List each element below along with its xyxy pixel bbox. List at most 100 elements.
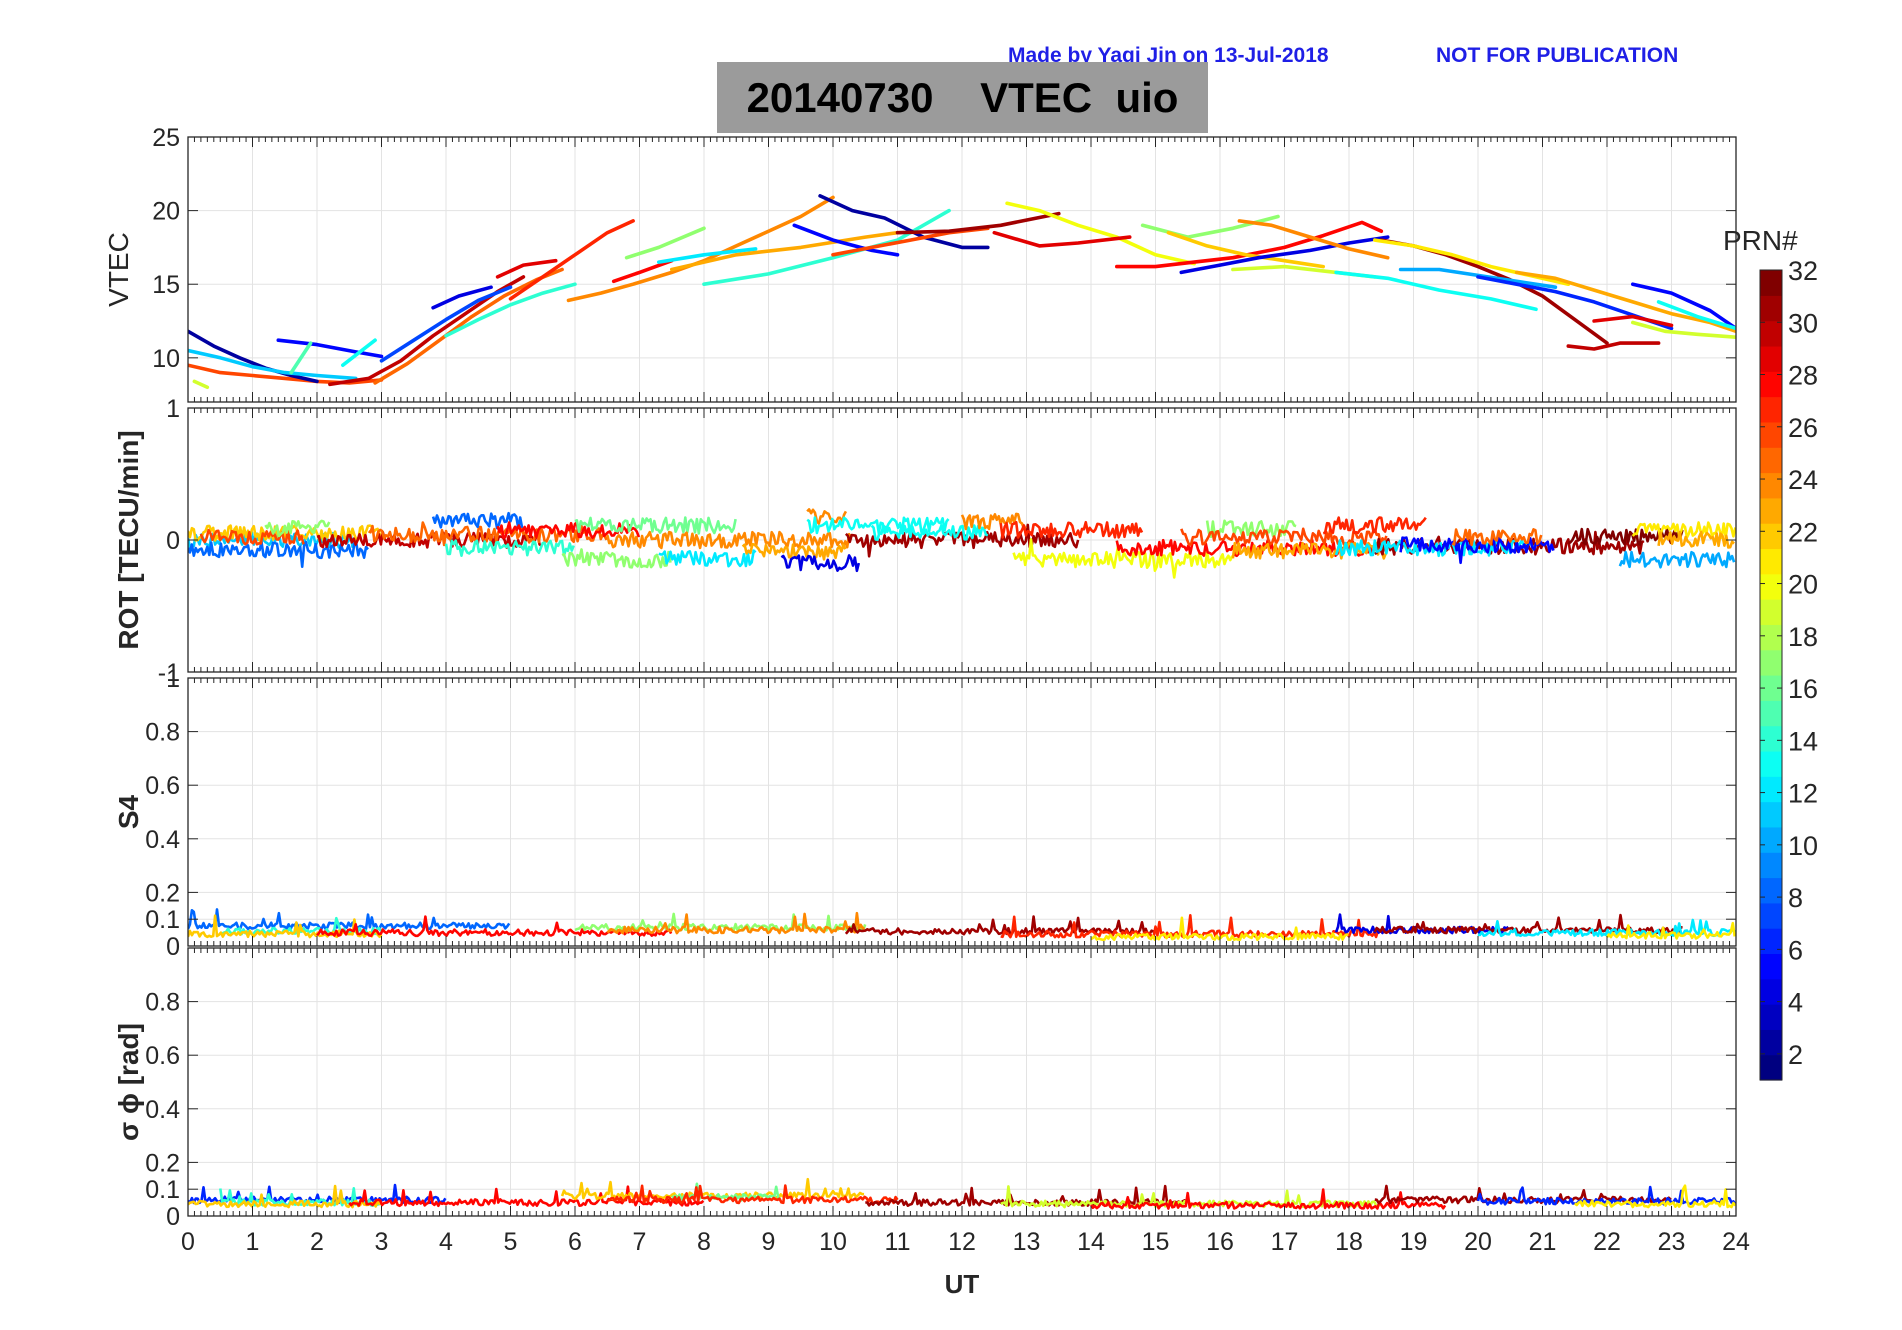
rot-line-prn-28 — [496, 521, 641, 540]
colorbar-swatch — [1760, 270, 1782, 296]
y-tick-label: 0 — [166, 1203, 180, 1231]
colorbar-tick-label: 10 — [1788, 831, 1818, 861]
x-tick-label: 23 — [1658, 1228, 1686, 1256]
x-ticks — [187, 137, 1737, 402]
y-axis-label: VTEC — [103, 232, 134, 307]
s4-line-prn-4 — [1334, 913, 1510, 935]
vtec-line-prn-19 — [192, 379, 210, 390]
colorbar-swatch — [1760, 421, 1782, 448]
sigma_phi-line-prn-28 — [1089, 1188, 1447, 1210]
colorbar-swatch — [1760, 548, 1782, 575]
colorbar-tick-label: 16 — [1788, 674, 1818, 704]
y-tick-label: 15 — [152, 271, 180, 299]
x-tick-label: 0 — [181, 1228, 195, 1256]
x-tick-label: 2 — [310, 1228, 324, 1256]
rot-line-prn-25 — [1451, 528, 1543, 547]
vtec-line-prn-17 — [1140, 214, 1280, 239]
colorbar-swatch — [1760, 371, 1782, 398]
vtec-line-prn-19 — [1631, 320, 1736, 340]
s4-line-prn-8 — [188, 908, 511, 931]
vtec-line-prn-31 — [1379, 238, 1609, 345]
data-series — [188, 1177, 1736, 1210]
x-ticks — [187, 408, 1737, 672]
rot-line-prn-12 — [658, 549, 757, 568]
x-tick-label: 24 — [1722, 1228, 1750, 1256]
y-tick-label: 10 — [152, 345, 180, 373]
x-tick-label: 14 — [1077, 1228, 1105, 1256]
x-tick-label: 15 — [1142, 1228, 1170, 1256]
y-tick-label: -1 — [158, 659, 180, 687]
x-tick-label: 9 — [762, 1228, 776, 1256]
x-ticks — [187, 948, 1737, 1216]
rot-line-prn-8 — [431, 511, 524, 530]
s4-line-prn-28 — [316, 915, 673, 938]
colorbar-swatch — [1760, 320, 1782, 347]
rot-line-prn-17 — [264, 519, 331, 538]
colorbar-swatch — [1760, 573, 1782, 600]
colorbar-tick-label: 30 — [1788, 308, 1818, 338]
rot-line-prn-16 — [574, 516, 737, 535]
y-tick-label: 0.1 — [145, 906, 180, 934]
vtec-line-prn-2 — [188, 329, 319, 384]
x-tick-label: 1 — [246, 1228, 260, 1256]
grid-lines — [188, 137, 1736, 402]
rot-line-prn-26 — [199, 527, 305, 546]
x-tick-label: 22 — [1593, 1228, 1621, 1256]
x-tick-label: 3 — [375, 1228, 389, 1256]
vtec-line-prn-23 — [669, 230, 900, 272]
vtec-line-prn-15 — [289, 341, 313, 375]
rot-line-prn-31 — [844, 523, 1080, 558]
rot-line-prn-4 — [780, 554, 861, 573]
colorbar-swatch — [1760, 826, 1782, 853]
rot-line-prn-26 — [1180, 527, 1388, 546]
rot-line-prn-12 — [1334, 538, 1537, 558]
y-axis-label: ROT [TECU/min] — [113, 430, 144, 649]
rot-line-prn-10 — [1618, 550, 1736, 569]
colorbar-tick-label: 14 — [1788, 726, 1818, 756]
vtec-line-prn-17 — [624, 226, 706, 260]
s4-line-prn-21 — [1605, 921, 1736, 940]
x-tick-label: 16 — [1206, 1228, 1234, 1256]
sigma_phi-line-prn-21 — [1573, 1184, 1736, 1209]
y-tick-label: 0 — [166, 933, 180, 961]
x-tick-label: 12 — [948, 1228, 976, 1256]
colorbar-swatch — [1760, 599, 1782, 625]
x-tick-label: 10 — [819, 1228, 847, 1256]
rot-line-prn-23 — [1231, 541, 1388, 560]
data-series — [188, 908, 1736, 942]
colorbar-swatch — [1760, 345, 1782, 372]
colorbar-swatch — [1760, 1029, 1782, 1056]
rot-line-prn-5 — [1399, 536, 1555, 565]
colorbar-swatch — [1760, 725, 1782, 752]
vtec-line-prn-5 — [792, 223, 900, 257]
y-tick-label: 1 — [166, 395, 180, 423]
s4-panel: 00.10.2 0.4 0.6 0.8 1 S4 — [113, 665, 1737, 961]
colorbar-swatch — [1760, 472, 1782, 499]
vtec-line-prn-13 — [1656, 300, 1736, 331]
x-tick-label: 7 — [633, 1228, 647, 1256]
chart-title: 20140730 VTEC uio — [746, 74, 1179, 121]
vtec-line-prn-20 — [1005, 201, 1196, 266]
vtec-line-prn-12 — [656, 247, 758, 264]
y-tick-label: 25 — [152, 124, 180, 152]
vtec-line-prn-22 — [1166, 230, 1325, 269]
vtec-line-prn-5 — [276, 338, 384, 359]
rot-line-prn-20 — [1012, 538, 1234, 579]
colorbar-tick-label: 8 — [1788, 883, 1803, 913]
x-tick-label: 5 — [504, 1228, 518, 1256]
colorbar-swatch — [1760, 750, 1782, 777]
colorbar-swatch — [1760, 928, 1782, 955]
x-axis-label: UT — [945, 1269, 980, 1299]
grid-lines — [188, 678, 1736, 946]
colorbar-tick-label: 4 — [1788, 988, 1803, 1018]
colorbar-swatch — [1760, 852, 1782, 879]
vtec-line-prn-13 — [1334, 270, 1538, 312]
colorbar-swatch — [1760, 675, 1782, 701]
vtec-line-prn-28 — [1115, 220, 1384, 269]
colorbar-swatch — [1760, 624, 1782, 651]
vtec-line-prn-27 — [508, 219, 635, 301]
y-tick-label: 0.4 — [145, 1096, 180, 1124]
colorbar-swatch — [1760, 396, 1782, 423]
vtec-line-prn-2 — [818, 194, 990, 250]
